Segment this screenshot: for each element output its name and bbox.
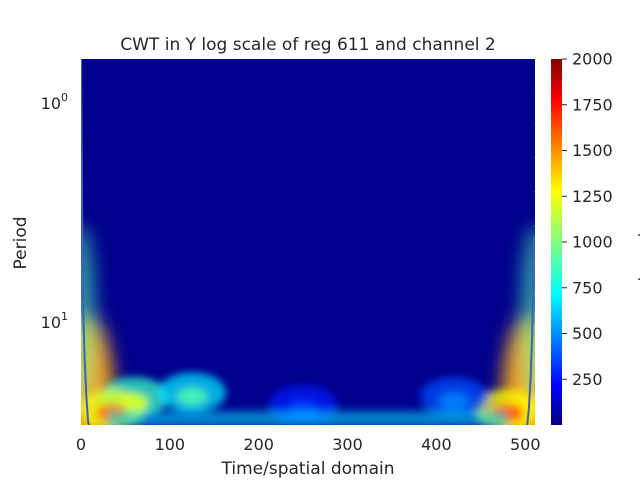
x-tick-label: 500 [510, 435, 541, 454]
colorbar-tick-label: 750 [572, 278, 603, 297]
y-tick-label: 101 [41, 310, 68, 332]
colorbar-tick-label: 1500 [572, 141, 613, 160]
colorbar-tick-label: 1750 [572, 95, 613, 114]
bottom-energy-band [107, 411, 508, 425]
hotspot-layer [81, 372, 535, 425]
x-tick-label: 200 [243, 435, 274, 454]
x-tick-label: 100 [155, 435, 186, 454]
heatmap-background [81, 59, 535, 425]
colorbar-tick-label: 500 [572, 324, 603, 343]
y-axis-label: Period [11, 216, 31, 269]
y-tick-label: 100 [41, 91, 68, 113]
x-axis-ticks: 0 100 200 300 400 500 [76, 435, 541, 454]
x-axis-label: Time/spatial domain [221, 459, 395, 479]
colorbar-label: abs(CWT) [635, 201, 640, 283]
x-tick-label: 400 [421, 435, 452, 454]
plot-area [81, 59, 535, 425]
x-tick-label: 300 [332, 435, 363, 454]
colorbar-tick-label: 1250 [572, 187, 613, 206]
colorbar [551, 59, 562, 425]
chart-title: CWT in Y log scale of reg 611 and channe… [120, 35, 495, 55]
y-axis-ticks: 100 101 [41, 91, 68, 332]
hotspot-core [176, 387, 209, 406]
colorbar-ticks: 250 500 750 1000 1250 1500 1750 2000 [562, 50, 613, 389]
colorbar-tick-label: 2000 [572, 50, 613, 69]
colorbar-tick-label: 250 [572, 370, 603, 389]
x-tick-label: 0 [76, 435, 86, 454]
colorbar-tick-label: 1000 [572, 233, 613, 252]
hotspot-core [438, 392, 471, 411]
